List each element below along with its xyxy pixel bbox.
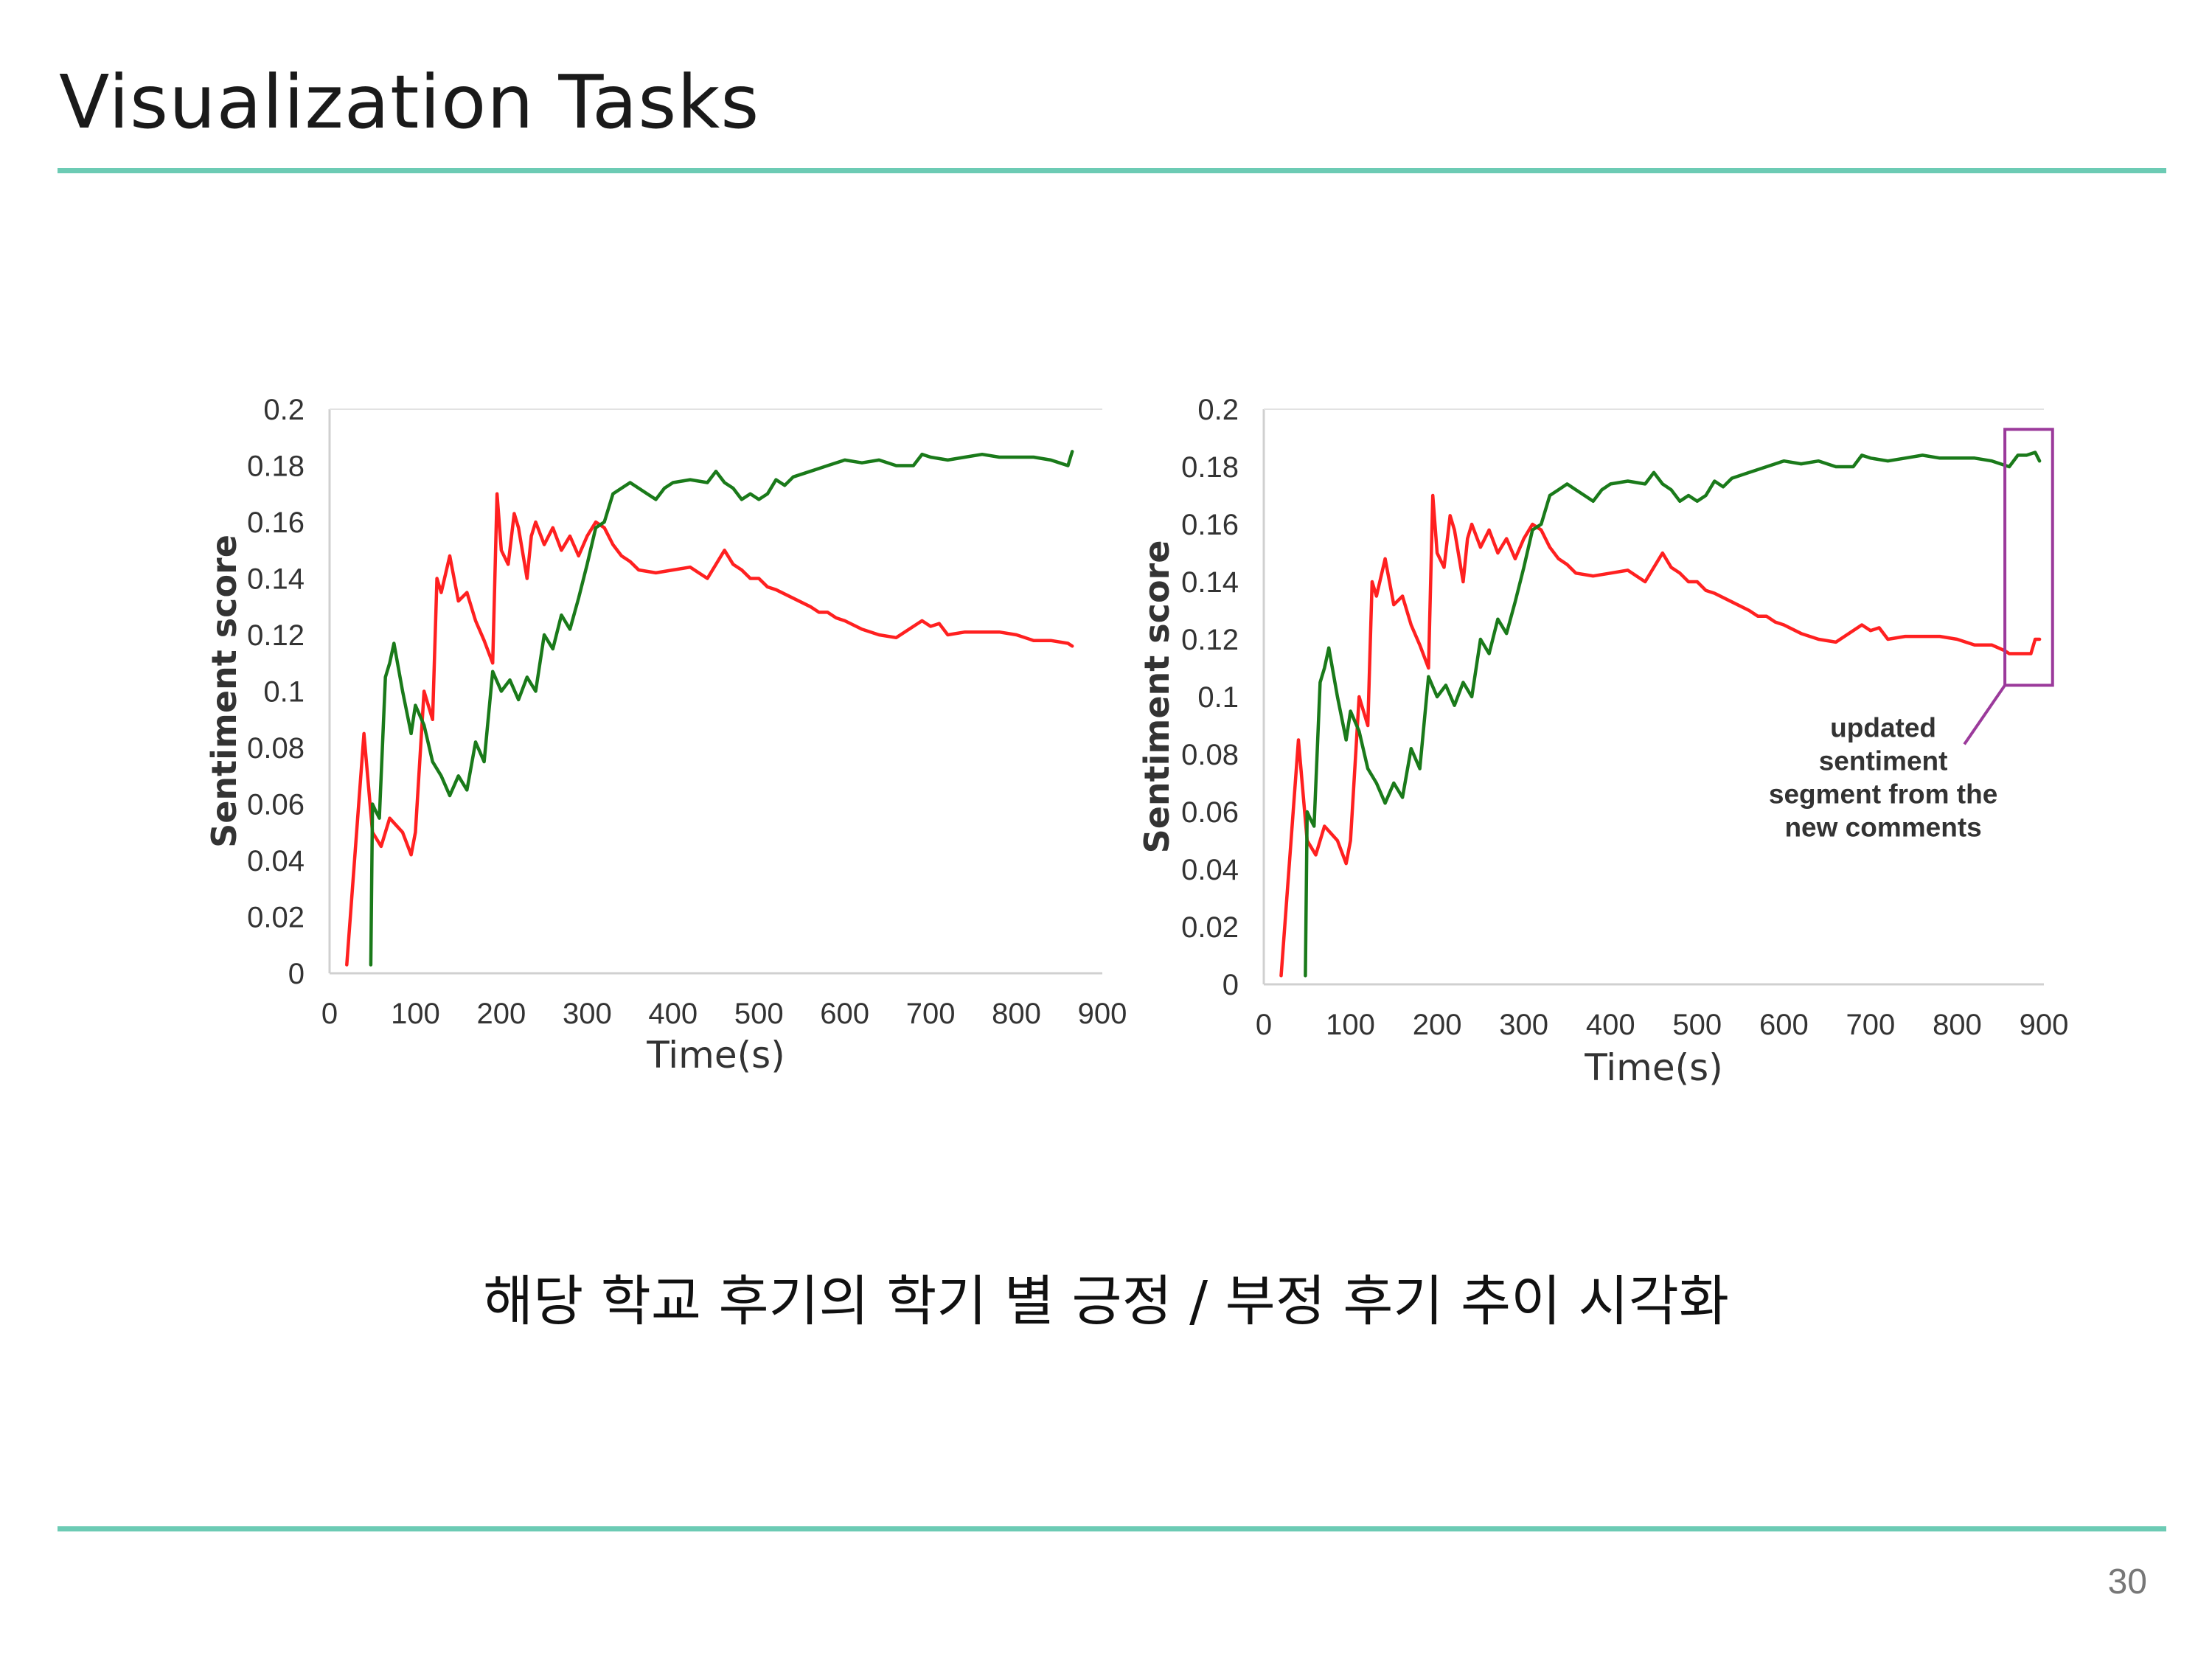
y-tick-label: 0.04 (247, 845, 305, 877)
y-tick-label: 0.16 (1181, 509, 1239, 541)
chart-background (1153, 391, 2081, 1106)
y-tick-label: 0.12 (247, 619, 305, 652)
x-tick-label: 100 (1326, 1009, 1375, 1041)
footer-divider (58, 1526, 2166, 1531)
negative-series-line (1279, 493, 2042, 978)
x-tick-label: 600 (820, 998, 869, 1030)
x-tick-label: 800 (992, 998, 1041, 1030)
x-tick-label: 700 (1846, 1009, 1896, 1041)
page-number: 30 (2107, 1562, 2147, 1601)
y-tick-label: 0.2 (263, 394, 305, 426)
x-axis-title: Time(s) (1584, 1046, 1722, 1089)
x-tick-label: 800 (1933, 1009, 1982, 1041)
annotation-text-line: sentiment (1819, 745, 1948, 776)
positive-series-line (1304, 451, 2042, 978)
annotation-text-line: segment from the (1769, 779, 1997, 809)
x-tick-label: 100 (391, 998, 440, 1030)
y-tick-label: 0 (1222, 969, 1239, 1001)
y-tick-label: 0.1 (263, 676, 305, 709)
y-tick-label: 0.04 (1181, 854, 1239, 886)
annotation-box (2003, 428, 2054, 687)
x-tick-label: 500 (1672, 1009, 1722, 1041)
y-axis-title: Sentiment score (1137, 540, 1177, 854)
annotation-text-line: updated (1830, 712, 1936, 742)
x-tick-label: 700 (906, 998, 956, 1030)
y-tick-label: 0.02 (247, 902, 305, 934)
x-tick-label: 200 (1413, 1009, 1462, 1041)
slide-title: Visualization Tasks (59, 59, 760, 145)
x-tick-label: 600 (1759, 1009, 1809, 1041)
y-tick-label: 0.06 (247, 789, 305, 821)
x-tick-label: 900 (2020, 1009, 2069, 1041)
x-tick-label: 200 (477, 998, 526, 1030)
x-tick-label: 900 (1078, 998, 1127, 1030)
x-tick-label: 300 (1499, 1009, 1548, 1041)
y-tick-label: 0.06 (1181, 796, 1239, 829)
x-tick-label: 400 (648, 998, 698, 1030)
y-tick-label: 0.14 (1181, 566, 1239, 599)
x-tick-label: 500 (734, 998, 784, 1030)
negative-series-line (345, 492, 1074, 967)
x-tick-label: 0 (321, 998, 338, 1030)
y-tick-label: 0.12 (1181, 624, 1239, 656)
y-tick-label: 0.08 (1181, 739, 1239, 771)
y-tick-label: 0.14 (247, 563, 305, 596)
y-tick-label: 0.1 (1197, 681, 1239, 714)
y-axis-title: Sentiment score (204, 535, 244, 848)
x-tick-label: 0 (1256, 1009, 1272, 1041)
y-tick-label: 0.08 (247, 732, 305, 765)
y-tick-label: 0.2 (1197, 394, 1239, 426)
title-divider (58, 168, 2166, 173)
y-tick-label: 0.16 (247, 507, 305, 539)
slide-caption: 해당 학교 후기의 학기 별 긍정 / 부정 후기 추이 시각화 (483, 1270, 1729, 1333)
positive-series-line (369, 450, 1074, 967)
y-tick-label: 0.18 (247, 451, 305, 483)
x-tick-label: 300 (563, 998, 612, 1030)
y-tick-label: 0.02 (1181, 911, 1239, 944)
y-tick-label: 0.18 (1181, 451, 1239, 484)
y-tick-label: 0 (288, 958, 305, 990)
x-axis-title: Time(s) (646, 1034, 785, 1077)
annotation-pointer (1963, 684, 2006, 745)
x-tick-label: 400 (1586, 1009, 1635, 1041)
annotation-text-line: new comments (1784, 812, 1981, 842)
chart-background (219, 391, 1139, 1095)
